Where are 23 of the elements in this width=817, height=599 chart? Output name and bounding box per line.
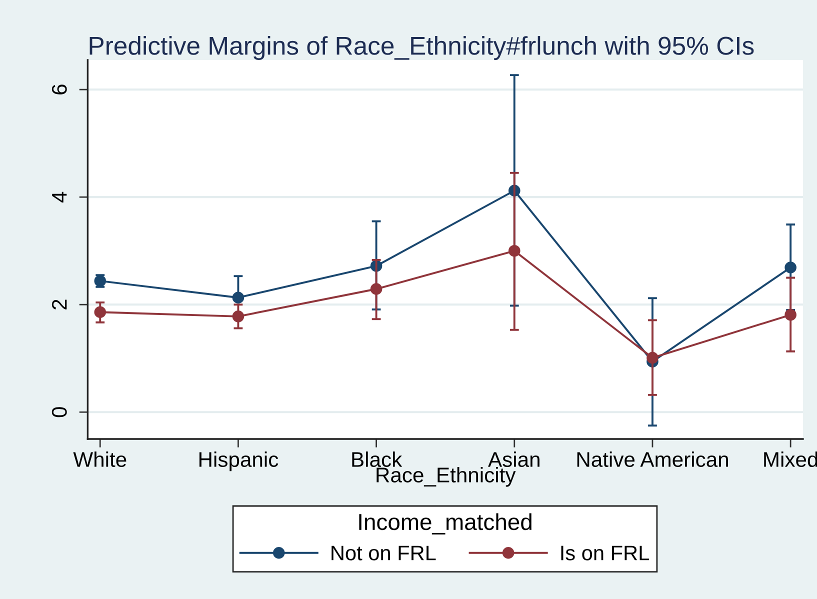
point <box>784 308 796 321</box>
x-axis-title: Race_Ethnicity <box>376 467 516 487</box>
legend-label: Not on FRL <box>332 546 436 560</box>
point <box>508 244 520 257</box>
point <box>784 262 796 274</box>
chart-title: Predictive Margins of Race_Ethnicity#frlunch with 95% CIs <box>90 36 754 60</box>
point <box>370 283 382 295</box>
point <box>232 310 244 322</box>
x-tick-label: Black <box>352 452 402 468</box>
x-tick-label: Native American <box>577 452 728 468</box>
legend-label: Is on FRL <box>561 546 649 560</box>
point <box>94 306 106 318</box>
y-tick-label: 4 <box>52 192 67 202</box>
x-tick-label: Asian <box>488 452 540 468</box>
x-tick-label: Hispanic <box>199 452 278 472</box>
legend-title: Income_matched <box>359 513 532 534</box>
x-tick-label: Mixed <box>764 452 817 468</box>
y-tick-label: 0 <box>52 407 67 418</box>
x-tick-label: White <box>73 452 126 468</box>
y-tick-label: 6 <box>52 84 67 94</box>
point <box>232 292 244 304</box>
y-tick-label: 2 <box>52 300 67 310</box>
point <box>646 352 658 364</box>
